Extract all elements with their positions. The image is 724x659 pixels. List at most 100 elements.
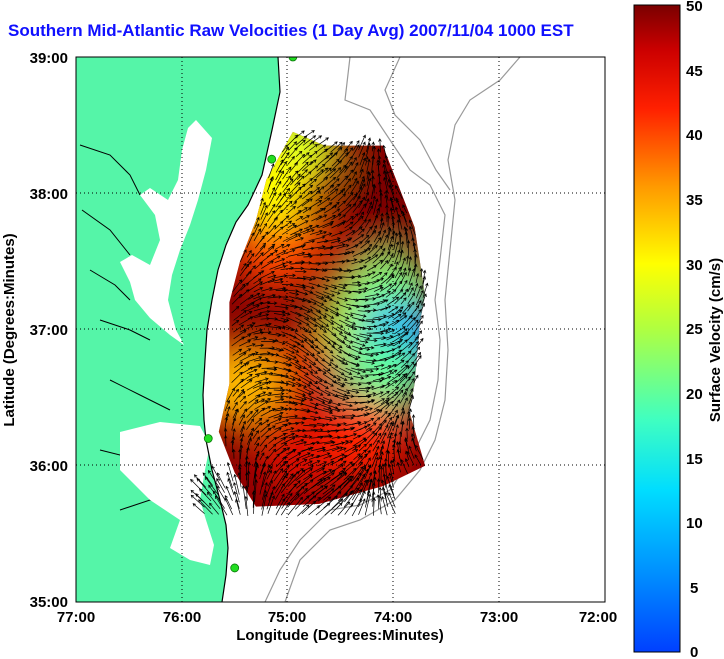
velocity-vector bbox=[394, 249, 401, 265]
velocity-vector bbox=[392, 289, 404, 300]
velocity-vector bbox=[406, 239, 411, 258]
velocity-vector bbox=[295, 495, 310, 510]
velocity-vector bbox=[225, 485, 233, 501]
velocity-vector bbox=[379, 327, 392, 333]
velocity-vector bbox=[288, 452, 302, 461]
velocity-vector bbox=[380, 272, 388, 279]
velocity-vector bbox=[345, 244, 359, 251]
velocity-vector bbox=[366, 201, 373, 214]
velocity-vector bbox=[322, 222, 334, 229]
velocity-vector bbox=[404, 438, 410, 453]
velocity-vector bbox=[407, 377, 415, 389]
velocity-vector bbox=[301, 198, 313, 207]
velocity-vector bbox=[295, 216, 304, 221]
velocity-vector bbox=[382, 473, 389, 495]
velocity-vector bbox=[253, 228, 261, 242]
velocity-vector bbox=[344, 449, 359, 459]
velocity-vector bbox=[280, 317, 290, 322]
velocity-vector bbox=[372, 439, 380, 452]
velocity-vector bbox=[323, 214, 337, 222]
velocity-vector bbox=[317, 144, 327, 152]
velocity-vector bbox=[350, 362, 361, 367]
velocity-vector bbox=[404, 231, 408, 248]
velocity-vector bbox=[275, 332, 287, 337]
velocity-vector bbox=[371, 214, 379, 229]
velocity-vector bbox=[295, 428, 307, 433]
velocity-vector bbox=[238, 340, 252, 347]
velocity-vector bbox=[399, 249, 404, 263]
velocity-vector bbox=[336, 408, 347, 412]
velocity-vector bbox=[371, 141, 375, 152]
velocity-vector bbox=[387, 339, 404, 347]
velocity-vector bbox=[336, 165, 348, 179]
velocity-vector bbox=[303, 387, 315, 394]
velocity-vector bbox=[366, 158, 371, 173]
velocity-vector bbox=[344, 221, 354, 229]
velocity-vector bbox=[337, 221, 346, 227]
velocity-vector bbox=[309, 465, 326, 475]
velocity-vector bbox=[336, 440, 350, 446]
velocity-vector bbox=[353, 453, 361, 461]
velocity-vector bbox=[303, 276, 317, 281]
velocity-vector bbox=[394, 383, 406, 397]
velocity-vector bbox=[308, 485, 328, 501]
velocity-vector bbox=[198, 499, 213, 515]
velocity-vector bbox=[407, 417, 412, 430]
velocity-vector bbox=[268, 411, 284, 419]
velocity-vector bbox=[280, 501, 290, 516]
velocity-vector bbox=[316, 176, 329, 187]
velocity-vector bbox=[289, 170, 299, 180]
velocity-vector bbox=[287, 469, 306, 487]
velocity-vector bbox=[268, 386, 284, 390]
velocity-vector bbox=[245, 265, 256, 276]
velocity-vector bbox=[359, 157, 366, 173]
velocity-vector bbox=[373, 400, 390, 410]
velocity-vector bbox=[302, 207, 312, 214]
velocity-vector bbox=[225, 406, 231, 417]
velocity-vector bbox=[275, 193, 287, 208]
velocity-vector bbox=[415, 272, 420, 284]
velocity-vector bbox=[269, 262, 286, 270]
velocity-vector bbox=[371, 183, 376, 200]
velocity-vector bbox=[358, 203, 366, 216]
velocity-vector bbox=[267, 301, 278, 305]
velocity-vector bbox=[281, 249, 296, 256]
velocity-vector bbox=[380, 212, 384, 222]
velocity-vector bbox=[288, 210, 302, 221]
colorbar-tick-label: 5 bbox=[690, 580, 698, 597]
velocity-vector bbox=[377, 494, 382, 515]
velocity-vector bbox=[310, 345, 321, 355]
velocity-vector bbox=[232, 388, 240, 397]
velocity-vector bbox=[372, 445, 380, 460]
velocity-vector bbox=[408, 395, 415, 411]
velocity-vector bbox=[379, 465, 384, 482]
velocity-vector bbox=[372, 195, 376, 206]
velocity-vector bbox=[316, 148, 328, 159]
velocity-vector bbox=[247, 427, 254, 438]
velocity-vector bbox=[294, 395, 307, 401]
velocity-vector bbox=[296, 207, 308, 215]
velocity-vector bbox=[372, 237, 382, 250]
velocity-vector bbox=[345, 230, 356, 237]
velocity-vector bbox=[372, 323, 387, 328]
velocity-vector bbox=[260, 201, 266, 215]
velocity-vector bbox=[337, 204, 352, 216]
velocity-vector bbox=[259, 323, 269, 327]
velocity-vector bbox=[232, 348, 243, 356]
velocity-vector bbox=[394, 292, 407, 305]
velocity-vector bbox=[317, 197, 331, 207]
velocity-vector bbox=[351, 367, 367, 374]
velocity-vector bbox=[381, 495, 388, 516]
velocity-vector bbox=[303, 141, 315, 150]
velocity-vector bbox=[302, 495, 317, 508]
velocity-vector bbox=[224, 399, 231, 412]
colorbar-label: Surface Velocity (cm/s) bbox=[707, 258, 724, 422]
velocity-vector bbox=[396, 448, 403, 467]
velocity-vector bbox=[331, 326, 344, 334]
velocity-vector bbox=[301, 360, 312, 368]
velocity-vector bbox=[239, 400, 247, 410]
velocity-vector bbox=[283, 298, 295, 303]
velocity-vector bbox=[268, 216, 278, 229]
velocity-vector bbox=[245, 446, 250, 461]
velocity-vector bbox=[309, 395, 326, 404]
